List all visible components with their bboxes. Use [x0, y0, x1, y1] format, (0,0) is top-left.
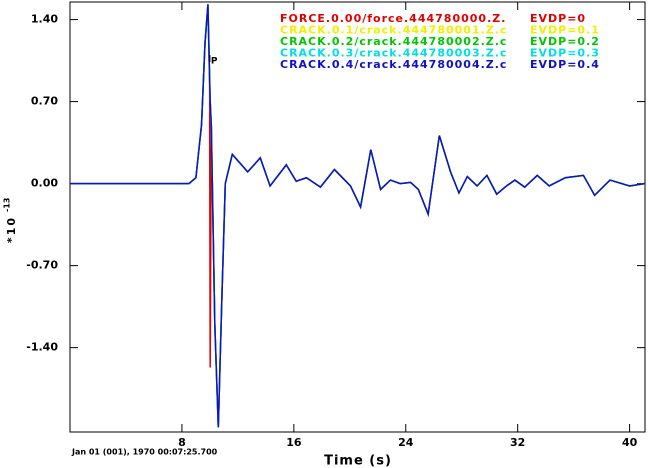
- legend-depth: EVDP=0.1: [530, 24, 600, 37]
- x-tick-label: 24: [398, 436, 414, 449]
- waveform: [70, 4, 645, 428]
- y-tick-label: -0.70: [26, 259, 58, 272]
- x-tick-label: 8: [178, 436, 186, 449]
- date-label: Jan 01 (001), 1970 00:07:25.700: [71, 448, 218, 457]
- pick-label: P: [211, 57, 218, 67]
- legend-name: CRACK.0.2/crack.444780002.Z.c: [280, 35, 507, 48]
- legend-name: CRACK.0.1/crack.444780001.Z.c: [280, 24, 507, 37]
- x-tick-label: 32: [510, 436, 525, 449]
- legend-depth: EVDP=0: [530, 12, 586, 25]
- x-axis-label: Time (s): [324, 454, 392, 468]
- y-axis-power: -13: [3, 198, 12, 212]
- y-tick-label: 0.70: [31, 95, 58, 108]
- legend-name: CRACK.0.3/crack.444780003.Z.c: [280, 47, 507, 60]
- legend-name: CRACK.0.4/crack.444780004.Z.c: [280, 58, 507, 71]
- legend-depth: EVDP=0.2: [530, 35, 600, 48]
- y-tick-label: -1.40: [26, 341, 58, 354]
- legend-depth: EVDP=0.3: [530, 47, 600, 60]
- legend-depth: EVDP=0.4: [530, 58, 600, 71]
- y-tick-label: 1.40: [31, 13, 58, 26]
- x-tick-label: 16: [286, 436, 302, 449]
- y-axis-label: *10: [5, 216, 18, 243]
- legend-name: FORCE.0.00/force.444780000.Z.: [280, 12, 506, 25]
- x-tick-label: 40: [622, 436, 638, 449]
- plot-frame: [69, 1, 646, 433]
- y-axis-label-group: *10 -13: [3, 198, 19, 244]
- y-tick-label: 0.00: [31, 177, 58, 190]
